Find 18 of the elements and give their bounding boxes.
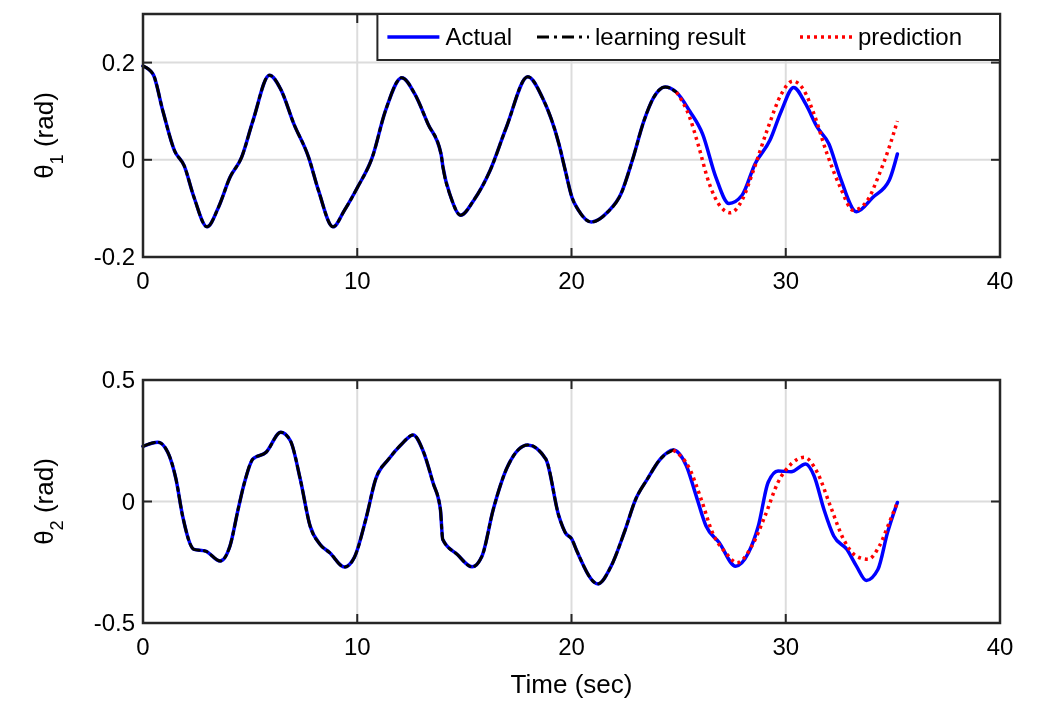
- x-tick-label: 20: [558, 267, 585, 294]
- x-axis-title: Time (sec): [510, 669, 633, 699]
- legend-label: prediction: [858, 23, 963, 50]
- y-tick-label: 0.5: [101, 366, 135, 393]
- y-tick-label: 0.2: [101, 48, 135, 76]
- y-tick-label: -0.2: [93, 243, 135, 270]
- x-tick-label: 30: [772, 633, 800, 660]
- x-tick-label: 20: [558, 633, 585, 660]
- x-tick-label: 40: [986, 267, 1014, 294]
- x-tick-label: 10: [343, 267, 371, 294]
- x-tick-label: 30: [772, 267, 800, 294]
- y-tick-label: 0: [121, 145, 135, 173]
- x-tick-label: 40: [986, 633, 1014, 660]
- legend-label: Actual: [445, 23, 513, 50]
- y-tick-label: 0: [121, 487, 135, 515]
- y-tick-label: -0.5: [93, 609, 135, 636]
- legend-label: learning result: [595, 23, 747, 50]
- x-tick-label: 10: [343, 633, 371, 660]
